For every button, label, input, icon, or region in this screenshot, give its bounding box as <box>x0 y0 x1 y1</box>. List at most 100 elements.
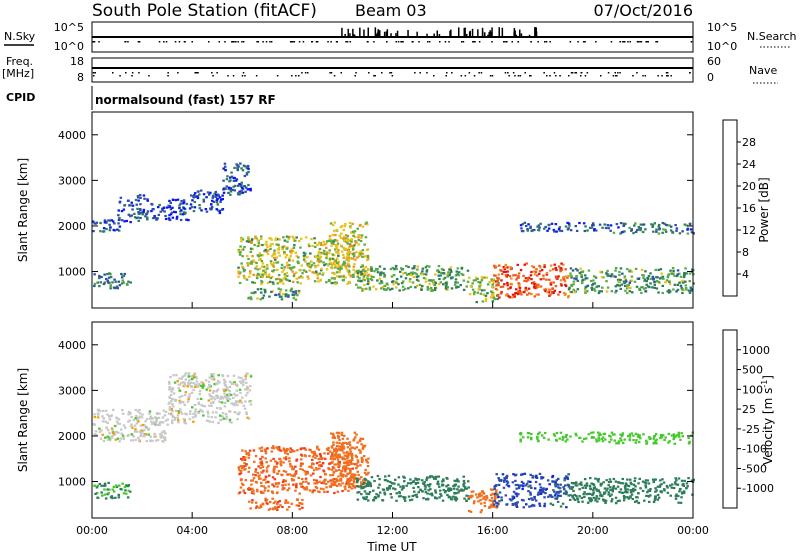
power-cell <box>108 223 111 226</box>
power-cell <box>338 275 341 278</box>
velocity-cell <box>138 430 142 433</box>
velocity-cell <box>522 506 525 509</box>
nsearch-point <box>402 41 404 43</box>
velocity-cell <box>254 506 258 509</box>
power-cell <box>600 276 604 279</box>
velocity-cell <box>595 438 598 441</box>
velocity-cell <box>621 477 624 481</box>
velocity-cell <box>400 488 404 491</box>
power-cell <box>260 237 263 241</box>
power-cell <box>93 284 96 288</box>
power-cell <box>155 217 158 220</box>
power-cell <box>150 202 153 206</box>
power-cell <box>676 283 679 286</box>
power-cell <box>527 223 530 226</box>
velocity-cell <box>649 488 652 491</box>
power-cell <box>222 179 225 182</box>
power-cell <box>202 193 206 196</box>
nave-point <box>491 75 494 77</box>
power-cell <box>514 292 517 295</box>
velocity-cell <box>549 495 553 498</box>
velocity-cell <box>281 480 285 484</box>
velocity-cell <box>424 485 427 488</box>
velocity-cell <box>359 481 363 484</box>
power-cell <box>560 229 564 233</box>
power-cell <box>567 274 570 278</box>
velocity-cell <box>498 479 502 482</box>
velocity-cell <box>363 477 366 480</box>
power-cell <box>581 281 584 285</box>
power-cell <box>224 169 227 172</box>
velocity-cell <box>439 489 442 492</box>
velocity-cell <box>267 508 271 511</box>
velocity-cell <box>624 487 627 490</box>
velocity-cell <box>332 471 336 474</box>
power-cell <box>566 221 569 224</box>
power-cell <box>628 281 632 284</box>
velocity-cell <box>356 485 360 488</box>
velocity-cell <box>147 427 151 430</box>
power-cell <box>279 288 283 291</box>
power-cell <box>545 272 549 275</box>
power-cell <box>118 284 122 287</box>
power-cell <box>117 229 121 232</box>
power-cell <box>237 270 241 273</box>
power-cell <box>348 221 352 225</box>
power-cell <box>191 199 194 202</box>
power-cell <box>168 218 171 221</box>
power-cell <box>332 254 336 257</box>
power-cell <box>639 223 643 226</box>
velocity-cell <box>287 505 291 509</box>
velocity-cell <box>441 499 445 502</box>
power-cell <box>332 242 335 245</box>
nsky-spike <box>359 27 361 37</box>
nsearch-point <box>473 41 475 43</box>
power-cell <box>222 188 225 191</box>
power-cell <box>546 229 549 232</box>
velocity-cell <box>649 437 652 440</box>
power-cell <box>612 231 616 234</box>
velocity-cell <box>514 504 518 507</box>
power-cell <box>297 289 301 293</box>
power-cell <box>420 287 423 290</box>
velocity-cell <box>367 480 370 483</box>
velocity-cell <box>311 458 314 461</box>
velocity-cell <box>271 491 275 495</box>
nsearch-point <box>165 41 168 43</box>
velocity-cell <box>343 458 347 461</box>
power-cell <box>411 271 415 274</box>
velocity-cell <box>590 431 593 434</box>
power-cell <box>263 291 267 294</box>
power-cell <box>291 249 295 253</box>
nave-point <box>167 75 169 77</box>
nave-point <box>504 72 507 74</box>
power-cell <box>240 237 243 240</box>
nsky-spike <box>436 30 438 37</box>
power-cell <box>247 237 250 240</box>
velocity-cell <box>677 431 680 434</box>
velocity-cell <box>566 477 570 481</box>
nsky-spike <box>520 33 523 37</box>
power-cell <box>526 293 529 296</box>
velocity-cell <box>500 499 503 502</box>
power-cell <box>607 273 610 276</box>
velocity-cell <box>339 484 342 487</box>
velocity-cell <box>245 388 249 391</box>
velocity-cell <box>127 410 131 413</box>
velocity-cell <box>183 381 186 384</box>
velocity-cell <box>362 496 365 499</box>
nave-point <box>617 72 619 74</box>
velocity-cell <box>330 468 334 471</box>
power-cell <box>657 268 660 271</box>
power-cell <box>271 269 274 273</box>
nave-point <box>390 72 393 74</box>
velocity-cell <box>183 384 187 387</box>
velocity-cell <box>306 470 309 473</box>
velocity-cell <box>215 407 219 410</box>
power-cell <box>564 225 568 228</box>
velocity-cell <box>483 504 487 508</box>
velocity-cell <box>352 481 356 484</box>
power-cell <box>657 225 661 228</box>
power-cell <box>580 273 583 277</box>
velocity-cell <box>315 462 319 465</box>
